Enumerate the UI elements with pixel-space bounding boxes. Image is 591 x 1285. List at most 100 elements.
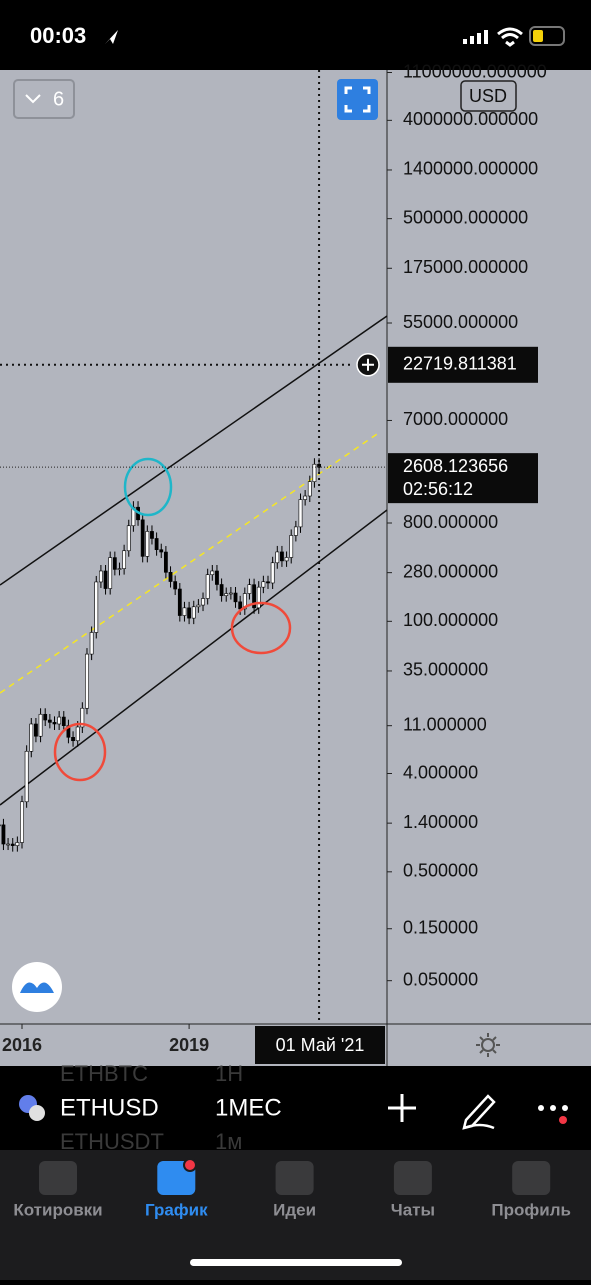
y-tick-label: 175000.000000 (403, 257, 528, 277)
battery-level (533, 30, 543, 42)
usd-flag-icon (29, 1105, 45, 1121)
candle (225, 594, 228, 596)
y-tick-label: 1.400000 (403, 812, 478, 832)
home-indicator (190, 1259, 402, 1266)
y-tick-label: 4.000000 (403, 762, 478, 782)
candle (141, 520, 144, 557)
y-tick-label: 4000000.000000 (403, 109, 538, 129)
y-tick-label: 100.000000 (403, 610, 498, 630)
crosshair-price-label: 22719.811381 (403, 354, 517, 374)
candle (155, 538, 158, 549)
candle (192, 607, 195, 618)
candle (188, 608, 191, 618)
notification-dot (559, 1116, 567, 1124)
y-tick-label: 1400000.000000 (403, 159, 538, 179)
candle (2, 825, 5, 844)
candle (11, 844, 14, 846)
crosshair-time-label: 01 Май '21 (276, 1035, 365, 1055)
tab-label[interactable]: Котировки (13, 1200, 102, 1219)
candle (220, 584, 223, 595)
candle (34, 724, 37, 736)
candle (299, 500, 302, 527)
candle (248, 585, 251, 594)
tab-icon[interactable] (394, 1161, 432, 1195)
logo[interactable] (12, 962, 62, 1012)
candle (113, 558, 116, 570)
candle (118, 569, 121, 570)
y-tick-label: 55000.000000 (403, 312, 518, 332)
candle (160, 550, 163, 552)
candle (178, 589, 181, 616)
candle (95, 582, 98, 633)
y-tick-label: 0.050000 (403, 969, 478, 989)
candle (25, 751, 28, 801)
candle (285, 557, 288, 560)
candle (229, 593, 232, 594)
last-price-label: 2608.123656 (403, 456, 508, 476)
tab-label[interactable]: График (145, 1200, 208, 1219)
candle (276, 552, 279, 563)
tab-icon[interactable] (276, 1161, 314, 1195)
candle (257, 587, 260, 608)
picker-above-symbol: ETHBTC (60, 1061, 148, 1086)
y-tick-label: 35.000000 (403, 660, 488, 680)
candle (211, 571, 214, 575)
candle (127, 526, 130, 551)
y-tick-label: 800.000000 (403, 512, 498, 532)
candle (234, 593, 237, 602)
y-tick-label: 500000.000000 (403, 207, 528, 227)
candle (294, 527, 297, 536)
tab-label[interactable]: Профиль (491, 1200, 571, 1219)
layout-count: 6 (53, 88, 64, 110)
candle (109, 558, 112, 589)
candle (174, 582, 177, 589)
x-tick-label: 2016 (2, 1035, 42, 1055)
candle (44, 714, 47, 720)
candle (271, 563, 274, 583)
candle (71, 737, 74, 740)
candle (30, 724, 33, 751)
candle (90, 632, 93, 654)
interval[interactable]: 1МЕС (215, 1094, 282, 1121)
candle (146, 531, 149, 556)
candle (206, 575, 209, 599)
candle (53, 722, 56, 724)
candle (62, 717, 65, 726)
candle (215, 571, 218, 584)
y-tick-label: 280.000000 (403, 561, 498, 581)
symbol[interactable]: ETHUSD (60, 1094, 159, 1121)
tab-label[interactable]: Идеи (273, 1200, 316, 1219)
y-tick-label: 0.500000 (403, 861, 478, 881)
candle (201, 599, 204, 606)
candle (164, 552, 167, 572)
candle (266, 582, 269, 583)
candle (280, 552, 283, 561)
candle (20, 802, 23, 843)
tab-badge (184, 1159, 196, 1171)
candle (85, 654, 88, 708)
y-tick-label: 11000000.000000 (403, 61, 547, 81)
countdown-label: 02:56:12 (403, 479, 473, 499)
candle (183, 608, 186, 616)
y-tick-label: 7000.000000 (403, 409, 508, 429)
status-time: 00:03 (30, 23, 86, 48)
currency-label: USD (469, 86, 507, 106)
candle (6, 844, 9, 845)
tab-icon[interactable] (512, 1161, 550, 1195)
more-button[interactable] (538, 1105, 568, 1111)
tab-icon[interactable] (39, 1161, 77, 1195)
y-tick-label: 0.150000 (403, 917, 478, 937)
candle (197, 605, 200, 607)
candle (39, 714, 42, 736)
tab-label[interactable]: Чаты (391, 1200, 435, 1219)
candle (76, 727, 79, 741)
y-tick-label: 11.000000 (403, 714, 487, 734)
candle (169, 572, 172, 581)
candle (304, 496, 307, 500)
candle (262, 582, 265, 587)
candle (308, 482, 311, 496)
candle (48, 720, 51, 722)
fullscreen-button[interactable] (337, 79, 378, 120)
